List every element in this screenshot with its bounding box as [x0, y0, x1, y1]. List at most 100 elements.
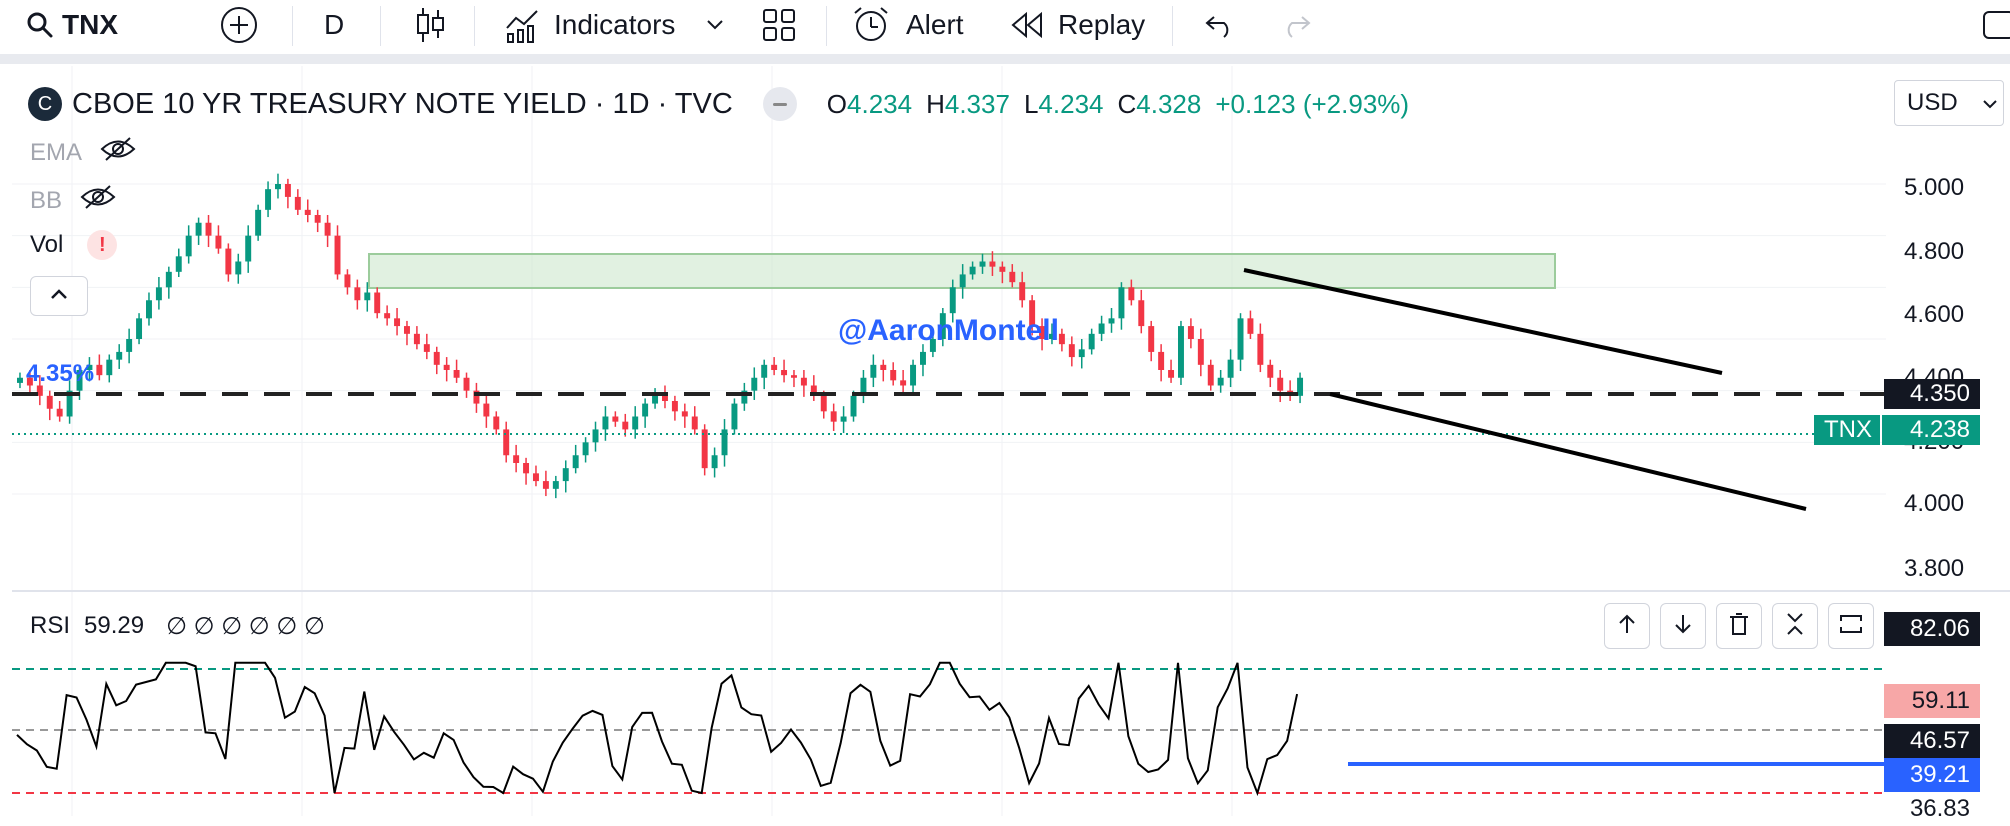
candle-body	[622, 421, 629, 430]
collapse-pane-button[interactable]	[1772, 603, 1818, 649]
price-axis-tick: 4.600	[1904, 301, 1965, 328]
price-axis-tick: 4.000	[1904, 490, 1965, 517]
redo-button[interactable]	[1280, 0, 1312, 50]
interval-button[interactable]: D	[324, 0, 344, 50]
rsi-axis-value: 46.57	[1884, 724, 1980, 758]
candle-body	[671, 401, 678, 412]
rsi-legend[interactable]: RSI 59.29 ∅ ∅ ∅ ∅ ∅ ∅	[30, 612, 325, 641]
currency-select[interactable]: USD	[1894, 80, 2004, 126]
level-annotation[interactable]: 4.35%	[26, 360, 95, 387]
candle-body	[632, 416, 639, 430]
candle-body	[701, 429, 708, 469]
candle-body	[76, 370, 83, 391]
channel-upper-trendline	[1243, 268, 1723, 375]
candle-body	[830, 411, 837, 422]
candle-body	[929, 339, 936, 352]
rsi-axis-support: 39.21	[1884, 758, 1980, 792]
candle-body	[394, 318, 401, 327]
candle-body	[542, 481, 549, 489]
candle-body	[245, 235, 252, 262]
channel-lower-trendline	[1329, 392, 1807, 511]
candle-body	[582, 442, 589, 456]
toolbar-divider	[0, 54, 2010, 64]
candle-body	[731, 403, 738, 430]
move-pane-down-button[interactable]	[1660, 603, 1706, 649]
alert-button[interactable]: Alert	[852, 0, 964, 50]
candle-body	[681, 411, 688, 417]
candle-body	[741, 390, 748, 404]
replay-button[interactable]: Replay	[1010, 0, 1145, 50]
candle-body	[255, 209, 262, 236]
candle-body	[820, 395, 827, 412]
candle-body	[453, 370, 460, 378]
candle-body	[552, 481, 559, 489]
delete-pane-button[interactable]	[1716, 603, 1762, 649]
grid-icon	[762, 8, 796, 42]
layout-menu-button[interactable]	[1982, 0, 2010, 50]
chart-grid	[12, 66, 1886, 816]
candle-body	[126, 339, 133, 352]
candle-body	[463, 377, 470, 391]
high-label: H	[926, 88, 945, 119]
alert-label: Alert	[906, 9, 964, 40]
price-axis-tick: 4.800	[1904, 238, 1965, 265]
candle-body	[1207, 364, 1214, 386]
warning-icon[interactable]: !	[87, 230, 118, 260]
square-icon	[1982, 8, 2010, 42]
candle-body	[275, 184, 281, 190]
candle-body	[781, 370, 788, 376]
symbol-search[interactable]: TNX	[26, 0, 118, 50]
indicator-vol[interactable]: Vol !	[30, 230, 118, 260]
rewind-icon	[1010, 11, 1044, 39]
eye-crossed-icon[interactable]	[100, 136, 136, 169]
candle-body	[1128, 287, 1135, 301]
candle-body	[205, 222, 212, 236]
candle-body	[860, 377, 867, 396]
hide-legend-button[interactable]	[762, 87, 797, 121]
candle-body	[979, 261, 986, 267]
redo-icon	[1280, 11, 1312, 39]
candle-body	[106, 359, 113, 376]
rsi-value: 59.29	[84, 612, 145, 639]
candle-body	[36, 385, 43, 396]
low-value: 4.234	[1038, 88, 1104, 119]
candle-body	[910, 364, 917, 386]
symbol-price-tag: TNX	[1814, 415, 1880, 445]
indicators-button[interactable]: Indicators	[504, 0, 725, 50]
candle-body	[771, 364, 778, 370]
eye-crossed-icon[interactable]	[80, 184, 116, 217]
candle-body	[443, 364, 450, 370]
candle-body	[612, 416, 619, 422]
symbol-label: TNX	[62, 9, 118, 40]
chart-type-button[interactable]	[414, 0, 446, 50]
indicator-ema[interactable]: EMA	[30, 136, 136, 169]
indicator-bb[interactable]: BB	[30, 184, 116, 217]
candle-body	[1098, 323, 1105, 334]
price-axis-tick: 5.000	[1904, 174, 1965, 201]
chevron-up-icon	[49, 287, 69, 306]
candle-body	[1187, 326, 1194, 339]
candle-body	[354, 287, 361, 301]
layouts-button[interactable]	[762, 0, 796, 50]
candle-body	[1297, 377, 1304, 396]
candle-body	[1237, 318, 1244, 360]
candle-body	[26, 377, 33, 386]
candle-body	[533, 473, 539, 482]
undo-button[interactable]	[1204, 0, 1236, 50]
rsi-axis-top: 82.06	[1884, 612, 1980, 646]
symbol-title[interactable]: CBOE 10 YR TREASURY NOTE YIELD · 1D · TV…	[72, 87, 733, 120]
move-pane-up-button[interactable]	[1604, 603, 1650, 649]
compare-button[interactable]	[220, 0, 258, 50]
candle-body	[1217, 377, 1224, 386]
collapse-legend-button[interactable]	[30, 276, 88, 316]
indicators-label: Indicators	[554, 9, 676, 40]
change-value: +0.123 (+2.93%)	[1215, 88, 1410, 119]
candle-body	[185, 235, 192, 257]
candle-body	[146, 300, 152, 319]
rsi-params: ∅ ∅ ∅ ∅ ∅ ∅	[166, 613, 325, 640]
candle-body	[404, 326, 410, 334]
maximize-pane-button[interactable]	[1828, 603, 1874, 649]
candle-body	[294, 196, 301, 210]
candle-body	[225, 248, 232, 275]
price-chart[interactable]	[12, 66, 2010, 818]
